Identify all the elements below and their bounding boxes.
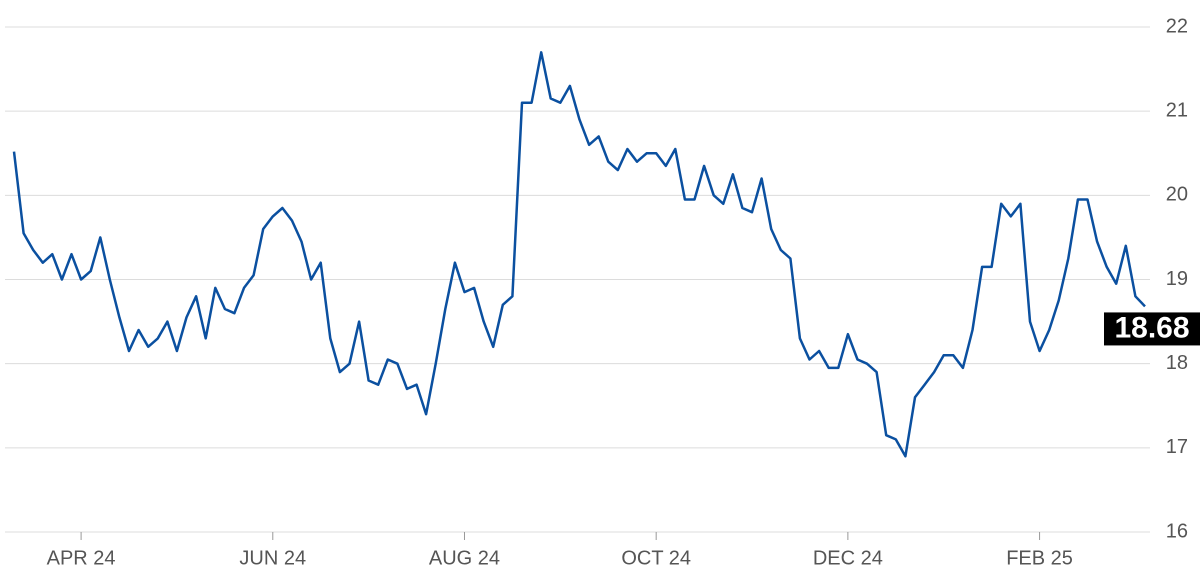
x-tick-label: FEB 25 [1006,547,1073,569]
x-tick-label: AUG 24 [429,547,500,569]
last-value-badge [1104,312,1200,346]
x-tick-label: APR 24 [47,547,116,569]
y-tick-label: 21 [1166,99,1188,121]
x-tick-label: OCT 24 [621,547,691,569]
y-tick-label: 16 [1166,520,1188,542]
y-tick-label: 22 [1166,15,1188,37]
x-tick-label: DEC 24 [813,547,883,569]
y-tick-label: 17 [1166,436,1188,458]
y-tick-label: 19 [1166,268,1188,290]
y-tick-label: 20 [1166,184,1188,206]
x-tick-label: JUN 24 [239,547,306,569]
price-line [12,51,1146,458]
last-value-label: 18.68 [1114,311,1189,344]
y-tick-label: 18 [1166,352,1188,374]
